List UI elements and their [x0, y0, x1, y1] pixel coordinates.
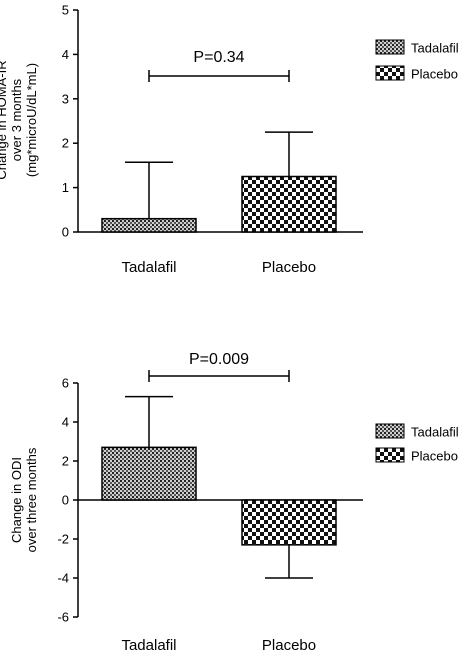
- legend-swatch: [375, 447, 405, 463]
- chart-homa-ir: 0 1 2 3 4 5 Tadalafil Placebo P=0.34 Change in HO…: [0, 3, 459, 277]
- legend-label: Placebo: [411, 449, 458, 464]
- category-label: Tadalafil: [121, 637, 176, 654]
- legend-label: Tadalafil: [411, 41, 459, 56]
- bar: [241, 175, 337, 233]
- y-tick-label: -2: [57, 532, 69, 547]
- legend-swatch: [375, 423, 405, 439]
- y-tick-label: 0: [62, 225, 69, 240]
- y-axis-label-line: (mg*microU/dL*mL): [24, 63, 39, 177]
- y-tick-label: 1: [62, 180, 69, 195]
- category-label: Placebo: [262, 637, 316, 654]
- p-value-label: P=0.009: [189, 351, 249, 368]
- legend-swatch: [375, 39, 405, 55]
- y-tick-label: -6: [57, 610, 69, 625]
- y-tick-label: 5: [62, 3, 69, 18]
- y-axis-label-line: Change in HOMA-IR: [0, 60, 9, 179]
- y-tick-label: -4: [57, 571, 69, 586]
- bar: [101, 217, 197, 233]
- bar: [101, 446, 197, 501]
- category-label: Placebo: [262, 259, 316, 276]
- y-axis-label-line: over 3 months: [9, 78, 24, 161]
- bar: [241, 499, 337, 546]
- y-tick-label: 2: [62, 136, 69, 151]
- y-axis-label-line: Change in ODI: [9, 457, 24, 543]
- y-tick-label: 4: [62, 415, 69, 430]
- y-tick-label: 3: [62, 91, 69, 106]
- category-label: Tadalafil: [121, 259, 176, 276]
- y-tick-label: 4: [62, 47, 69, 62]
- y-axis-label: Change in HOMA-IRover 3 months(mg*microU…: [0, 60, 39, 179]
- y-axis-label: Change in ODIover three months: [9, 447, 39, 552]
- legend-label: Placebo: [411, 67, 458, 82]
- legend-swatch: [375, 65, 405, 81]
- chart-odi: -6 -4 -2 0 2 4 6 Tadalafil Placebo P=0.009 Change …: [9, 351, 459, 654]
- y-tick-label: 0: [62, 493, 69, 508]
- y-tick-label: 2: [62, 454, 69, 469]
- legend-label: Tadalafil: [411, 425, 459, 440]
- y-tick-label: 6: [62, 376, 69, 391]
- p-value-label: P=0.34: [193, 49, 244, 66]
- y-axis-label-line: over three months: [24, 447, 39, 552]
